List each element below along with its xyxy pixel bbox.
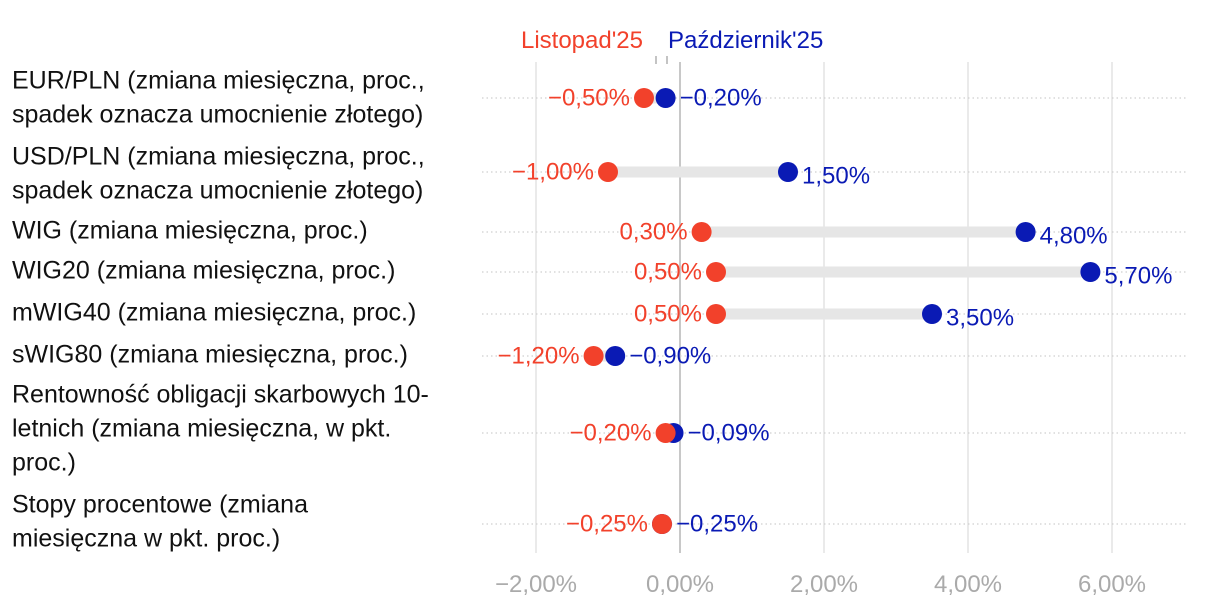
point-pazdziernik-4 — [922, 304, 942, 324]
point-listopad-4 — [706, 304, 726, 324]
data-label-listopad-7: −0,25% — [566, 510, 648, 537]
data-label-pazdziernik-5: −0,90% — [629, 342, 711, 369]
point-listopad-6 — [655, 423, 676, 443]
category-label-0-1: spadek oznacza umocnienie złotego) — [12, 101, 423, 129]
x-tick-label-1: 0,00% — [646, 571, 714, 598]
point-pazdziernik-0 — [655, 88, 676, 108]
data-label-listopad-4: 0,50% — [634, 300, 702, 327]
category-label-6-2: proc.) — [12, 449, 76, 477]
data-label-listopad-5: −1,20% — [498, 342, 580, 369]
point-listopad-0 — [634, 88, 654, 108]
category-label-1-0: USD/PLN (zmiana miesięczna, proc., — [12, 143, 425, 171]
data-label-listopad-6: −0,20% — [570, 419, 652, 446]
data-label-pazdziernik-3: 5,70% — [1104, 262, 1172, 289]
data-label-listopad-0: −0,50% — [548, 84, 630, 111]
point-pazdziernik-2 — [1015, 222, 1036, 242]
legend-pazdziernik: Październik'25 — [668, 27, 823, 54]
data-label-pazdziernik-6: −0,09% — [688, 419, 770, 446]
point-listopad-2 — [691, 222, 712, 242]
category-label-1-1: spadek oznacza umocnienie złotego) — [12, 177, 423, 205]
category-label-6-0: Rentowność obligacji skarbowych 10- — [12, 381, 429, 409]
data-label-listopad-3: 0,50% — [634, 258, 702, 285]
data-label-pazdziernik-0: −0,20% — [680, 84, 762, 111]
point-listopad-1 — [598, 162, 618, 182]
legend-listopad: Listopad'25 — [521, 27, 643, 54]
point-pazdziernik-5 — [605, 346, 626, 366]
x-tick-label-2: 2,00% — [790, 571, 858, 598]
category-label-5-0: sWIG80 (zmiana miesięczna, proc.) — [12, 341, 408, 369]
data-label-listopad-1: −1,00% — [512, 158, 594, 185]
category-label-7-1: miesięczna w pkt. proc.) — [12, 525, 280, 553]
category-label-4-0: mWIG40 (zmiana miesięczna, proc.) — [12, 299, 416, 327]
data-label-pazdziernik-1: 1,50% — [802, 162, 870, 189]
point-listopad-3 — [706, 262, 726, 282]
category-label-2-0: WIG (zmiana miesięczna, proc.) — [12, 217, 368, 245]
point-listopad-5 — [583, 346, 604, 366]
data-label-pazdziernik-2: 4,80% — [1040, 222, 1108, 249]
category-label-6-1: letnich (zmiana miesięczna, w pkt. — [12, 415, 391, 443]
data-label-pazdziernik-7: −0,25% — [676, 510, 758, 537]
data-label-listopad-2: 0,30% — [620, 218, 688, 245]
category-label-7-0: Stopy procentowe (zmiana — [12, 491, 308, 519]
data-label-pazdziernik-4: 3,50% — [946, 304, 1014, 331]
x-tick-label-4: 6,00% — [1078, 571, 1146, 598]
point-pazdziernik-1 — [778, 162, 798, 182]
point-listopad-7 — [652, 514, 672, 534]
point-pazdziernik-3 — [1080, 262, 1101, 282]
x-tick-label-3: 4,00% — [934, 571, 1002, 598]
category-label-0-0: EUR/PLN (zmiana miesięczna, proc., — [12, 67, 425, 95]
category-label-3-0: WIG20 (zmiana miesięczna, proc.) — [12, 257, 395, 285]
x-tick-label-0: −2,00% — [495, 571, 577, 598]
